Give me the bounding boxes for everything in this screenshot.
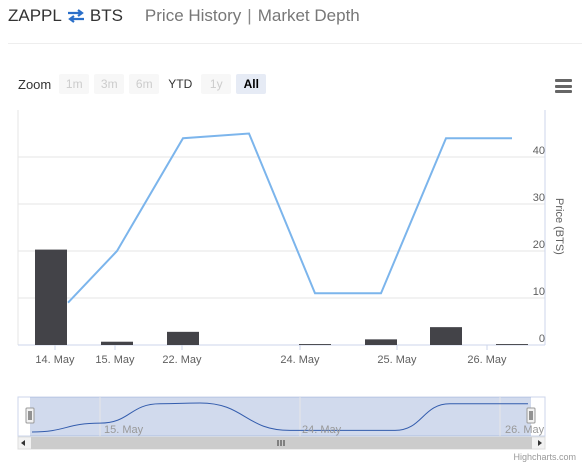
- quote-symbol: BTS: [89, 6, 123, 25]
- zoom-all-button[interactable]: All: [236, 74, 267, 94]
- x-tick-label: 25. May: [377, 354, 417, 366]
- zoom-selector: Zoom 1m 3m 6m YTD 1y All: [18, 74, 271, 94]
- price-line: [67, 132, 512, 304]
- zoom-1m-button[interactable]: 1m: [59, 74, 90, 94]
- volume-bar: [101, 341, 133, 345]
- y-tick-label: 10: [533, 286, 545, 298]
- y-tick-label: 40: [533, 145, 545, 157]
- highcharts-credit[interactable]: Highcharts.com: [513, 452, 576, 462]
- navigator-left-handle[interactable]: [25, 407, 35, 424]
- y-tick-label: 20: [533, 239, 545, 251]
- x-tick-label: 15. May: [95, 354, 135, 366]
- base-symbol: ZAPPL: [8, 6, 62, 25]
- volume-bar: [299, 344, 331, 345]
- market-header: ZAPPL BTS Price History | Market Depth: [8, 4, 360, 28]
- navigator-label: 26. May: [505, 424, 545, 436]
- navigator-label: 24. May: [302, 424, 342, 436]
- y-tick-label: 30: [533, 192, 545, 204]
- volume-bar: [365, 339, 397, 345]
- tab-separator: |: [247, 6, 252, 25]
- scroll-left-arrow-icon[interactable]: [21, 440, 25, 446]
- zoom-ytd-button[interactable]: YTD: [164, 74, 197, 94]
- swap-arrows-icon[interactable]: [67, 9, 85, 23]
- zoom-6m-button[interactable]: 6m: [129, 74, 160, 94]
- volume-bar: [167, 331, 199, 345]
- zoom-3m-button[interactable]: 3m: [94, 74, 125, 94]
- x-tick-label: 14. May: [35, 354, 75, 366]
- zoom-label: Zoom: [18, 76, 52, 92]
- volume-bar: [35, 249, 67, 345]
- y-axis-title: Price (BTS): [553, 198, 565, 255]
- tab-price-history[interactable]: Price History: [144, 6, 242, 25]
- navigator-label: 15. May: [104, 424, 144, 436]
- chart-menu-icon[interactable]: [555, 79, 572, 93]
- navigator-right-handle[interactable]: [526, 407, 536, 424]
- navigator-series: [31, 402, 528, 433]
- x-tick-label: 24. May: [280, 354, 320, 366]
- tab-market-depth[interactable]: Market Depth: [257, 6, 360, 25]
- chart-tabs: Price History | Market Depth: [145, 6, 360, 26]
- x-tick-label: 26. May: [467, 354, 507, 366]
- volume-bar: [496, 344, 528, 345]
- market-pair: ZAPPL BTS: [8, 6, 123, 26]
- zoom-1y-button[interactable]: 1y: [201, 74, 232, 94]
- x-tick-label: 22. May: [162, 354, 202, 366]
- header-divider: [8, 43, 582, 44]
- y-tick-label: 0: [539, 333, 545, 345]
- volume-bar: [430, 327, 462, 345]
- scroll-right-arrow-icon[interactable]: [538, 440, 542, 446]
